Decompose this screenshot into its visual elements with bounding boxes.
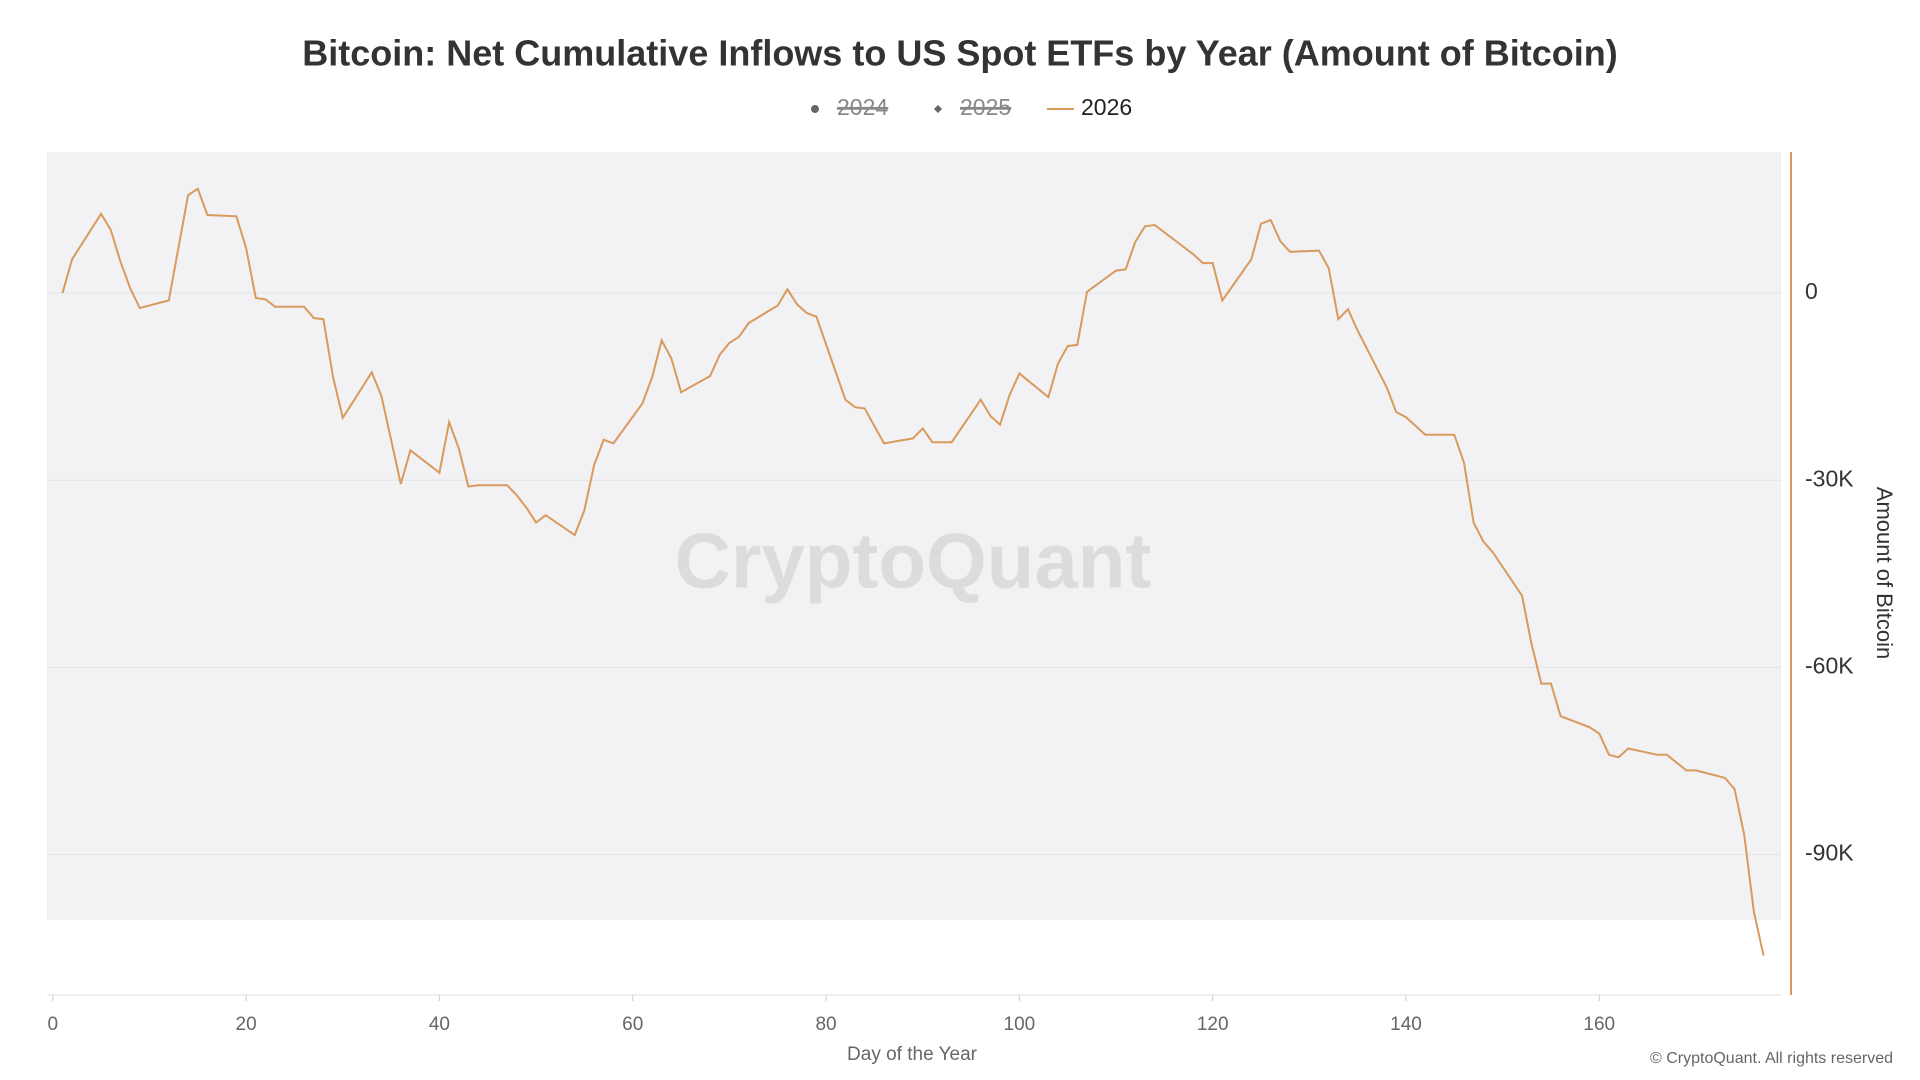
legend-marker [811,105,819,113]
x-tick-label: 80 [815,1014,836,1035]
plot-background [47,152,1781,920]
legend-label[interactable]: 2025 [960,94,1011,120]
x-tick-label: 20 [236,1014,257,1035]
x-tick-label: 140 [1390,1014,1422,1035]
chart-title: Bitcoin: Net Cumulative Inflows to US Sp… [302,33,1617,74]
x-tick-label: 100 [1004,1014,1036,1035]
legend-label[interactable]: 2026 [1081,94,1132,120]
legend-label[interactable]: 2024 [837,94,888,120]
series-line [61,187,1765,956]
watermark: CryptoQuant [675,517,1152,605]
x-tick-label: 60 [622,1014,643,1035]
y-tick-label: 0 [1805,278,1818,304]
y-tick-label: -60K [1805,652,1854,678]
legend-marker [934,105,942,113]
x-tick-label: 0 [48,1014,59,1035]
copyright: © CryptoQuant. All rights reserved [1650,1050,1893,1067]
x-axis-title: Day of the Year [847,1044,978,1065]
x-tick-label: 120 [1197,1014,1229,1035]
x-tick-label: 160 [1583,1014,1615,1035]
y-tick-label: -30K [1805,465,1854,491]
x-tick-label: 40 [429,1014,450,1035]
y-axis-title: Amount of Bitcoin [1872,487,1897,659]
y-tick-label: -90K [1805,840,1854,866]
